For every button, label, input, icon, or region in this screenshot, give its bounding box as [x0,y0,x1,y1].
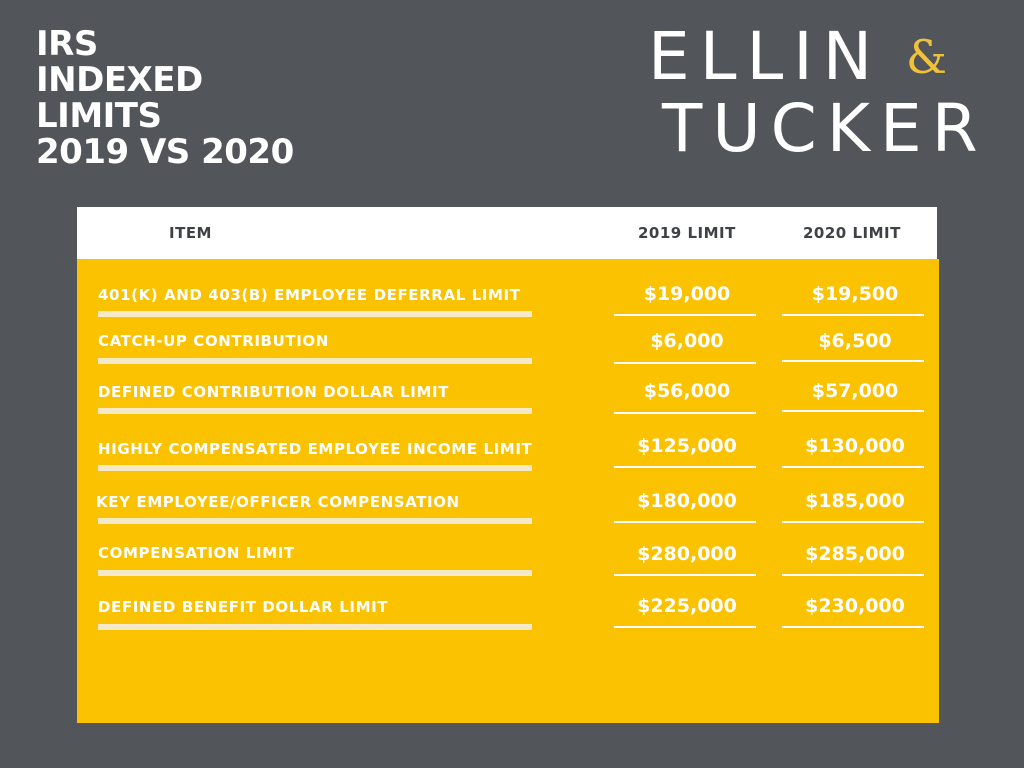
row-4-2019-underline [614,466,756,468]
row-5-item: KEY EMPLOYEE/OFFICER COMPENSATION [96,493,460,511]
row-7-2020: $230,000 [805,595,905,617]
row-5-2019-underline [614,521,756,523]
row-6-2019-underline [614,574,756,576]
row-2-2019-underline [614,362,756,364]
row-6-2020: $285,000 [805,543,905,565]
row-3-2019: $56,000 [643,380,731,402]
row-7-item: DEFINED BENEFIT DOLLAR LIMIT [98,598,389,616]
header-2019-limit: 2019 LIMIT [638,224,736,242]
row-7-2019-underline [614,626,756,628]
row-4-2020: $130,000 [805,435,905,457]
title-line-1: IRS [36,24,98,64]
row-1-2020: $19,500 [811,283,899,305]
row-3-2020: $57,000 [811,380,899,402]
limit-2020-column-panel [769,259,939,723]
row-1-2019-underline [614,314,756,316]
row-1-divider [98,311,532,317]
row-7-2020-underline [782,626,924,628]
row-6-divider [98,570,532,576]
row-2-2019: $6,000 [650,330,724,352]
logo-line-2: TUCKER [662,90,988,167]
row-5-divider [98,518,532,524]
row-7-divider [98,624,532,630]
page-title: IRS INDEXED LIMITS 2019 VS 2020 [36,26,294,170]
title-line-2: INDEXED [36,60,203,100]
table-header: ITEM 2019 LIMIT 2020 LIMIT [77,207,937,259]
row-3-2019-underline [614,412,756,414]
row-5-2020: $185,000 [805,490,905,512]
row-1-2020-underline [782,314,924,316]
row-6-2020-underline [782,574,924,576]
row-1-item: 401(K) AND 403(B) EMPLOYEE DEFERRAL LIMI… [98,286,521,304]
row-3-item: DEFINED CONTRIBUTION DOLLAR LIMIT [98,383,450,401]
row-2-divider [98,358,532,364]
row-4-2019: $125,000 [637,435,737,457]
row-2-2020: $6,500 [818,330,892,352]
row-4-2020-underline [782,466,924,468]
row-6-2019: $280,000 [637,543,737,565]
row-4-divider [98,465,532,471]
item-column-panel [77,259,603,723]
row-3-divider [98,408,532,414]
row-3-2020-underline [782,410,924,412]
row-2-2020-underline [782,360,924,362]
row-5-2019: $180,000 [637,490,737,512]
row-5-2020-underline [782,521,924,523]
title-line-3: LIMITS [36,96,162,136]
logo-ampersand: & [906,30,947,84]
header-item: ITEM [169,224,212,242]
logo-line-1: ELLIN [648,18,883,95]
row-1-2019: $19,000 [643,283,731,305]
header-2020-limit: 2020 LIMIT [803,224,901,242]
row-4-item: HIGHLY COMPENSATED EMPLOYEE INCOME LIMIT [98,440,533,458]
row-7-2019: $225,000 [637,595,737,617]
title-line-4: 2019 VS 2020 [36,132,294,172]
limit-2019-column-panel [603,259,769,723]
row-6-item: COMPENSATION LIMIT [98,544,295,562]
row-2-item: CATCH-UP CONTRIBUTION [98,332,329,350]
